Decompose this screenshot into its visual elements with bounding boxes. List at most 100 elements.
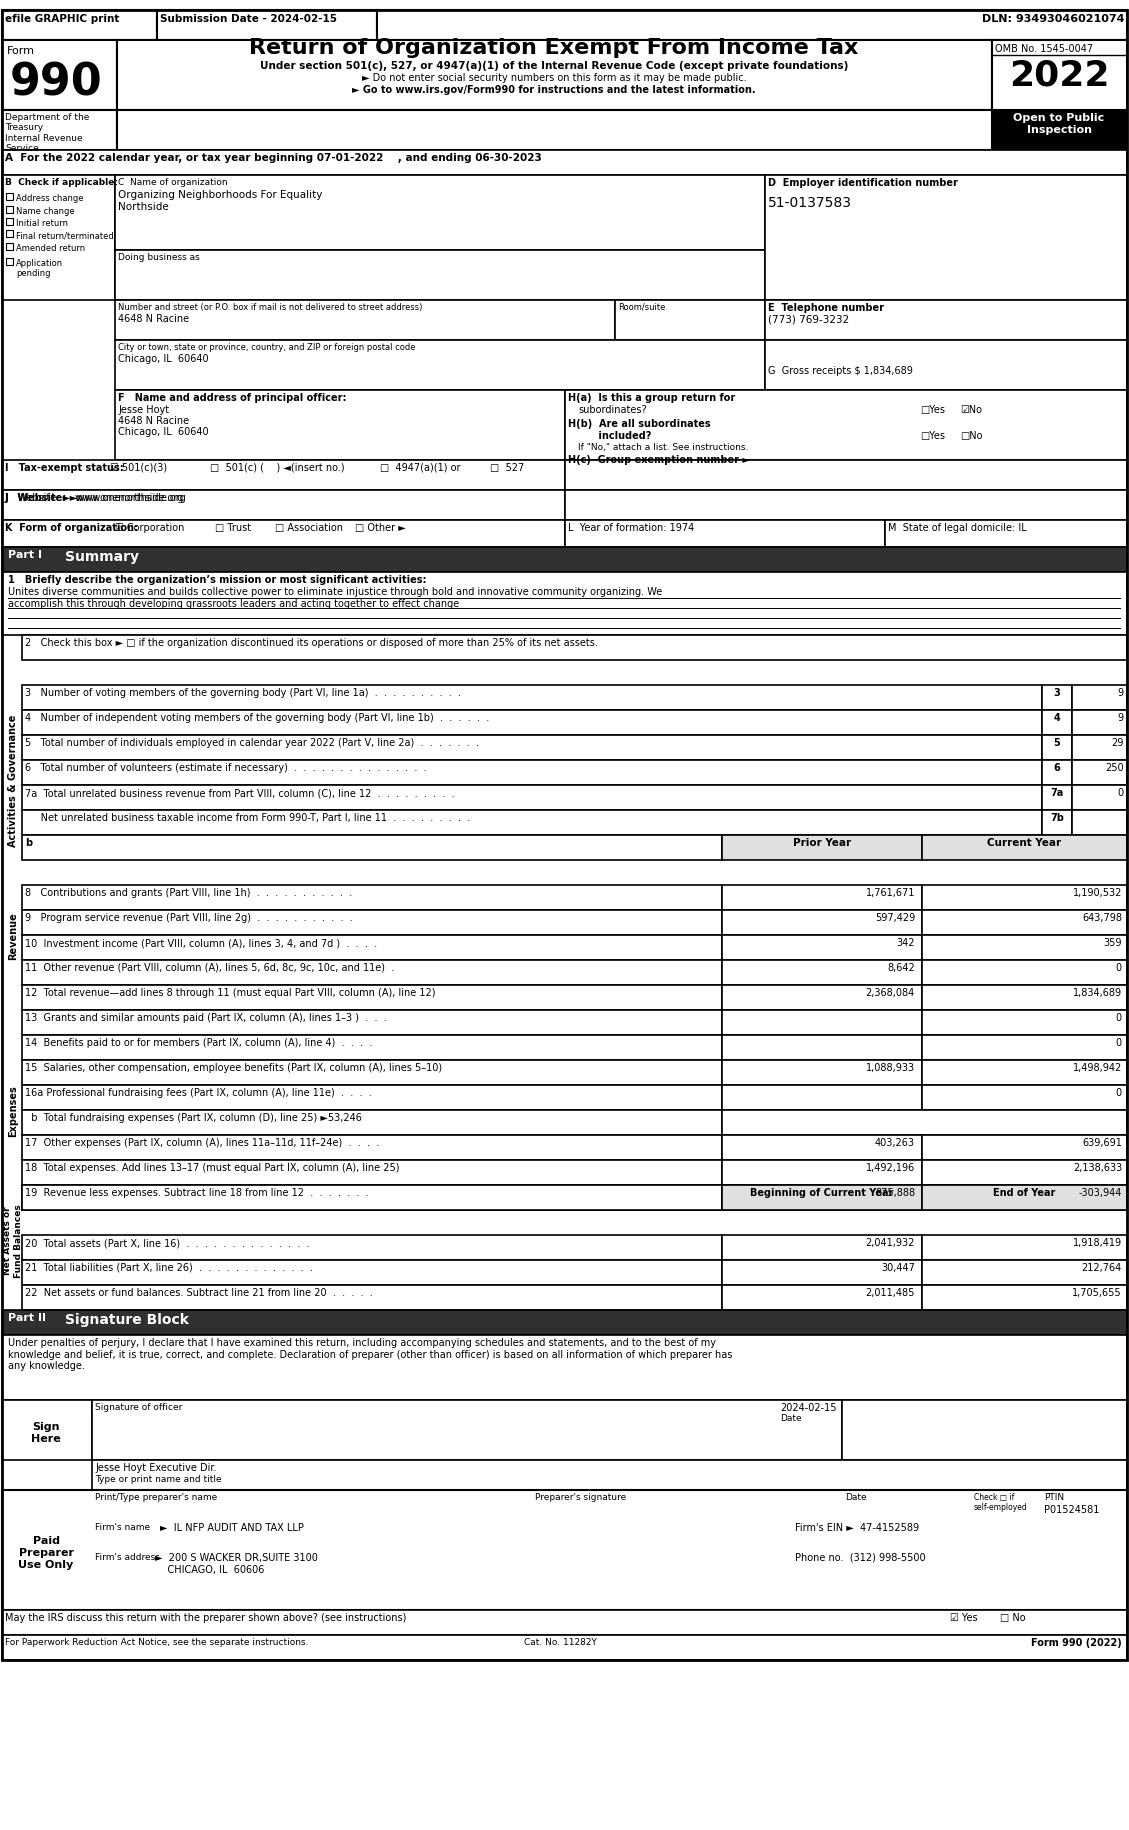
Bar: [21, 686, 1042, 710]
Text: 1,088,933: 1,088,933: [866, 1063, 914, 1072]
Text: Firm's address: Firm's address: [95, 1552, 160, 1561]
Bar: [723, 1085, 922, 1111]
Text: Number and street (or P.O. box if mail is not delivered to street address): Number and street (or P.O. box if mail i…: [119, 302, 422, 311]
Text: Firm's EIN ►  47-4152589: Firm's EIN ► 47-4152589: [795, 1523, 919, 1532]
Bar: [2, 573, 1127, 635]
Text: 2,368,084: 2,368,084: [866, 988, 914, 997]
Bar: [2, 547, 1127, 573]
Text: J   Website: ►  www.onenorthside.org: J Website: ► www.onenorthside.org: [5, 492, 186, 503]
Bar: [992, 112, 1127, 150]
Text: 4: 4: [1053, 712, 1060, 723]
Text: 0: 0: [1118, 787, 1124, 798]
Text: 22  Net assets or fund balances. Subtract line 21 from line 20  .  .  .  .  .: 22 Net assets or fund balances. Subtract…: [25, 1286, 373, 1297]
Text: 3   Number of voting members of the governing body (Part VI, line 1a)  .  .  .  : 3 Number of voting members of the govern…: [25, 688, 461, 697]
Bar: [21, 1085, 723, 1111]
Text: 30,447: 30,447: [881, 1263, 914, 1272]
Text: P01524581: P01524581: [1044, 1504, 1100, 1513]
Text: 2022: 2022: [1008, 59, 1110, 92]
Text: 1   Briefly describe the organization’s mission or most significant activities:: 1 Briefly describe the organization’s mi…: [8, 575, 427, 584]
Text: Type or print name and title: Type or print name and title: [95, 1475, 221, 1482]
Bar: [91, 1400, 842, 1460]
Bar: [21, 785, 1042, 811]
Text: 51-0137583: 51-0137583: [768, 196, 852, 210]
Bar: [115, 340, 765, 392]
Text: 8   Contributions and grants (Part VIII, line 1h)  .  .  .  .  .  .  .  .  .  . : 8 Contributions and grants (Part VIII, l…: [25, 888, 352, 897]
Text: 0: 0: [1115, 963, 1122, 972]
Text: 643,798: 643,798: [1082, 913, 1122, 922]
Bar: [615, 300, 765, 340]
Text: 0: 0: [1115, 1087, 1122, 1098]
Text: 359: 359: [1103, 937, 1122, 948]
Text: Jesse Hoyt: Jesse Hoyt: [119, 404, 169, 415]
Bar: [115, 176, 765, 251]
Text: 12  Total revenue—add lines 8 through 11 (must equal Part VIII, column (A), line: 12 Total revenue—add lines 8 through 11 …: [25, 988, 436, 997]
Text: □  501(c) (    ) ◄(insert no.): □ 501(c) ( ) ◄(insert no.): [210, 463, 344, 472]
Text: D  Employer identification number: D Employer identification number: [768, 178, 957, 188]
Text: 2,138,633: 2,138,633: [1073, 1162, 1122, 1173]
Bar: [2, 1336, 1127, 1400]
Bar: [2, 461, 564, 490]
Text: ☑ Yes: ☑ Yes: [949, 1612, 978, 1621]
Bar: [1073, 736, 1127, 761]
Bar: [2, 1636, 1127, 1660]
Text: Final return/terminated: Final return/terminated: [16, 231, 114, 240]
Bar: [2, 1490, 1127, 1610]
Bar: [21, 736, 1042, 761]
Bar: [115, 392, 564, 461]
Text: DLN: 93493046021074: DLN: 93493046021074: [982, 15, 1124, 24]
Text: 212,764: 212,764: [1082, 1263, 1122, 1272]
Text: Amended return: Amended return: [16, 243, 85, 253]
Bar: [2, 1400, 91, 1460]
Bar: [1042, 785, 1073, 811]
Bar: [1042, 1490, 1127, 1521]
Bar: [922, 1135, 1127, 1160]
Bar: [2, 40, 117, 112]
Text: Room/suite: Room/suite: [618, 302, 665, 311]
Text: 250: 250: [1105, 763, 1124, 772]
Text: Jesse Hoyt Executive Dir.: Jesse Hoyt Executive Dir.: [95, 1462, 217, 1471]
Bar: [21, 836, 723, 860]
Text: Department of the
Treasury
Internal Revenue
Service: Department of the Treasury Internal Reve…: [5, 113, 89, 154]
Bar: [1073, 785, 1127, 811]
Text: G  Gross receipts $ 1,834,689: G Gross receipts $ 1,834,689: [768, 366, 913, 375]
Bar: [91, 1460, 1127, 1490]
Text: 4648 N Racine: 4648 N Racine: [119, 313, 190, 324]
Bar: [377, 11, 1127, 40]
Text: 9: 9: [1118, 688, 1124, 697]
Bar: [91, 1490, 532, 1521]
Text: 15  Salaries, other compensation, employee benefits (Part IX, column (A), lines : 15 Salaries, other compensation, employe…: [25, 1063, 443, 1072]
Bar: [922, 1160, 1127, 1186]
Text: 8,642: 8,642: [887, 963, 914, 972]
Text: Form: Form: [7, 46, 35, 57]
Text: K  Form of organization:: K Form of organization:: [5, 523, 138, 533]
Bar: [723, 1010, 922, 1036]
Bar: [922, 1036, 1127, 1060]
Text: 6: 6: [1053, 763, 1060, 772]
Text: 1,834,689: 1,834,689: [1073, 988, 1122, 997]
Text: 2,011,485: 2,011,485: [866, 1286, 914, 1297]
Text: www.onenorthside.org: www.onenorthside.org: [75, 492, 184, 503]
Text: 639,691: 639,691: [1082, 1138, 1122, 1147]
Bar: [922, 1060, 1127, 1085]
Bar: [21, 811, 1042, 836]
Bar: [2, 176, 115, 300]
Bar: [723, 935, 922, 961]
Text: 14  Benefits paid to or for members (Part IX, column (A), line 4)  .  .  .  .: 14 Benefits paid to or for members (Part…: [25, 1038, 373, 1047]
Bar: [723, 961, 922, 986]
Text: 5: 5: [1053, 737, 1060, 748]
Text: Revenue: Revenue: [8, 911, 18, 959]
Bar: [922, 1285, 1127, 1310]
Text: □ Other ►: □ Other ►: [355, 523, 405, 533]
Text: 5   Total number of individuals employed in calendar year 2022 (Part V, line 2a): 5 Total number of individuals employed i…: [25, 737, 479, 748]
Text: 19  Revenue less expenses. Subtract line 18 from line 12  .  .  .  .  .  .  .: 19 Revenue less expenses. Subtract line …: [25, 1188, 369, 1197]
Text: Under penalties of perjury, I declare that I have examined this return, includin: Under penalties of perjury, I declare th…: [8, 1338, 733, 1371]
Text: Address change: Address change: [16, 194, 84, 203]
Text: 403,263: 403,263: [875, 1138, 914, 1147]
Text: Chicago, IL  60640: Chicago, IL 60640: [119, 353, 209, 364]
Text: 7a: 7a: [1050, 787, 1064, 798]
Text: Phone no.  (312) 998-5500: Phone no. (312) 998-5500: [795, 1552, 926, 1563]
Text: 4   Number of independent voting members of the governing body (Part VI, line 1b: 4 Number of independent voting members o…: [25, 712, 489, 723]
Text: ►  200 S WACKER DR,SUITE 3100: ► 200 S WACKER DR,SUITE 3100: [155, 1552, 318, 1563]
Bar: [117, 112, 992, 150]
Bar: [157, 11, 377, 40]
